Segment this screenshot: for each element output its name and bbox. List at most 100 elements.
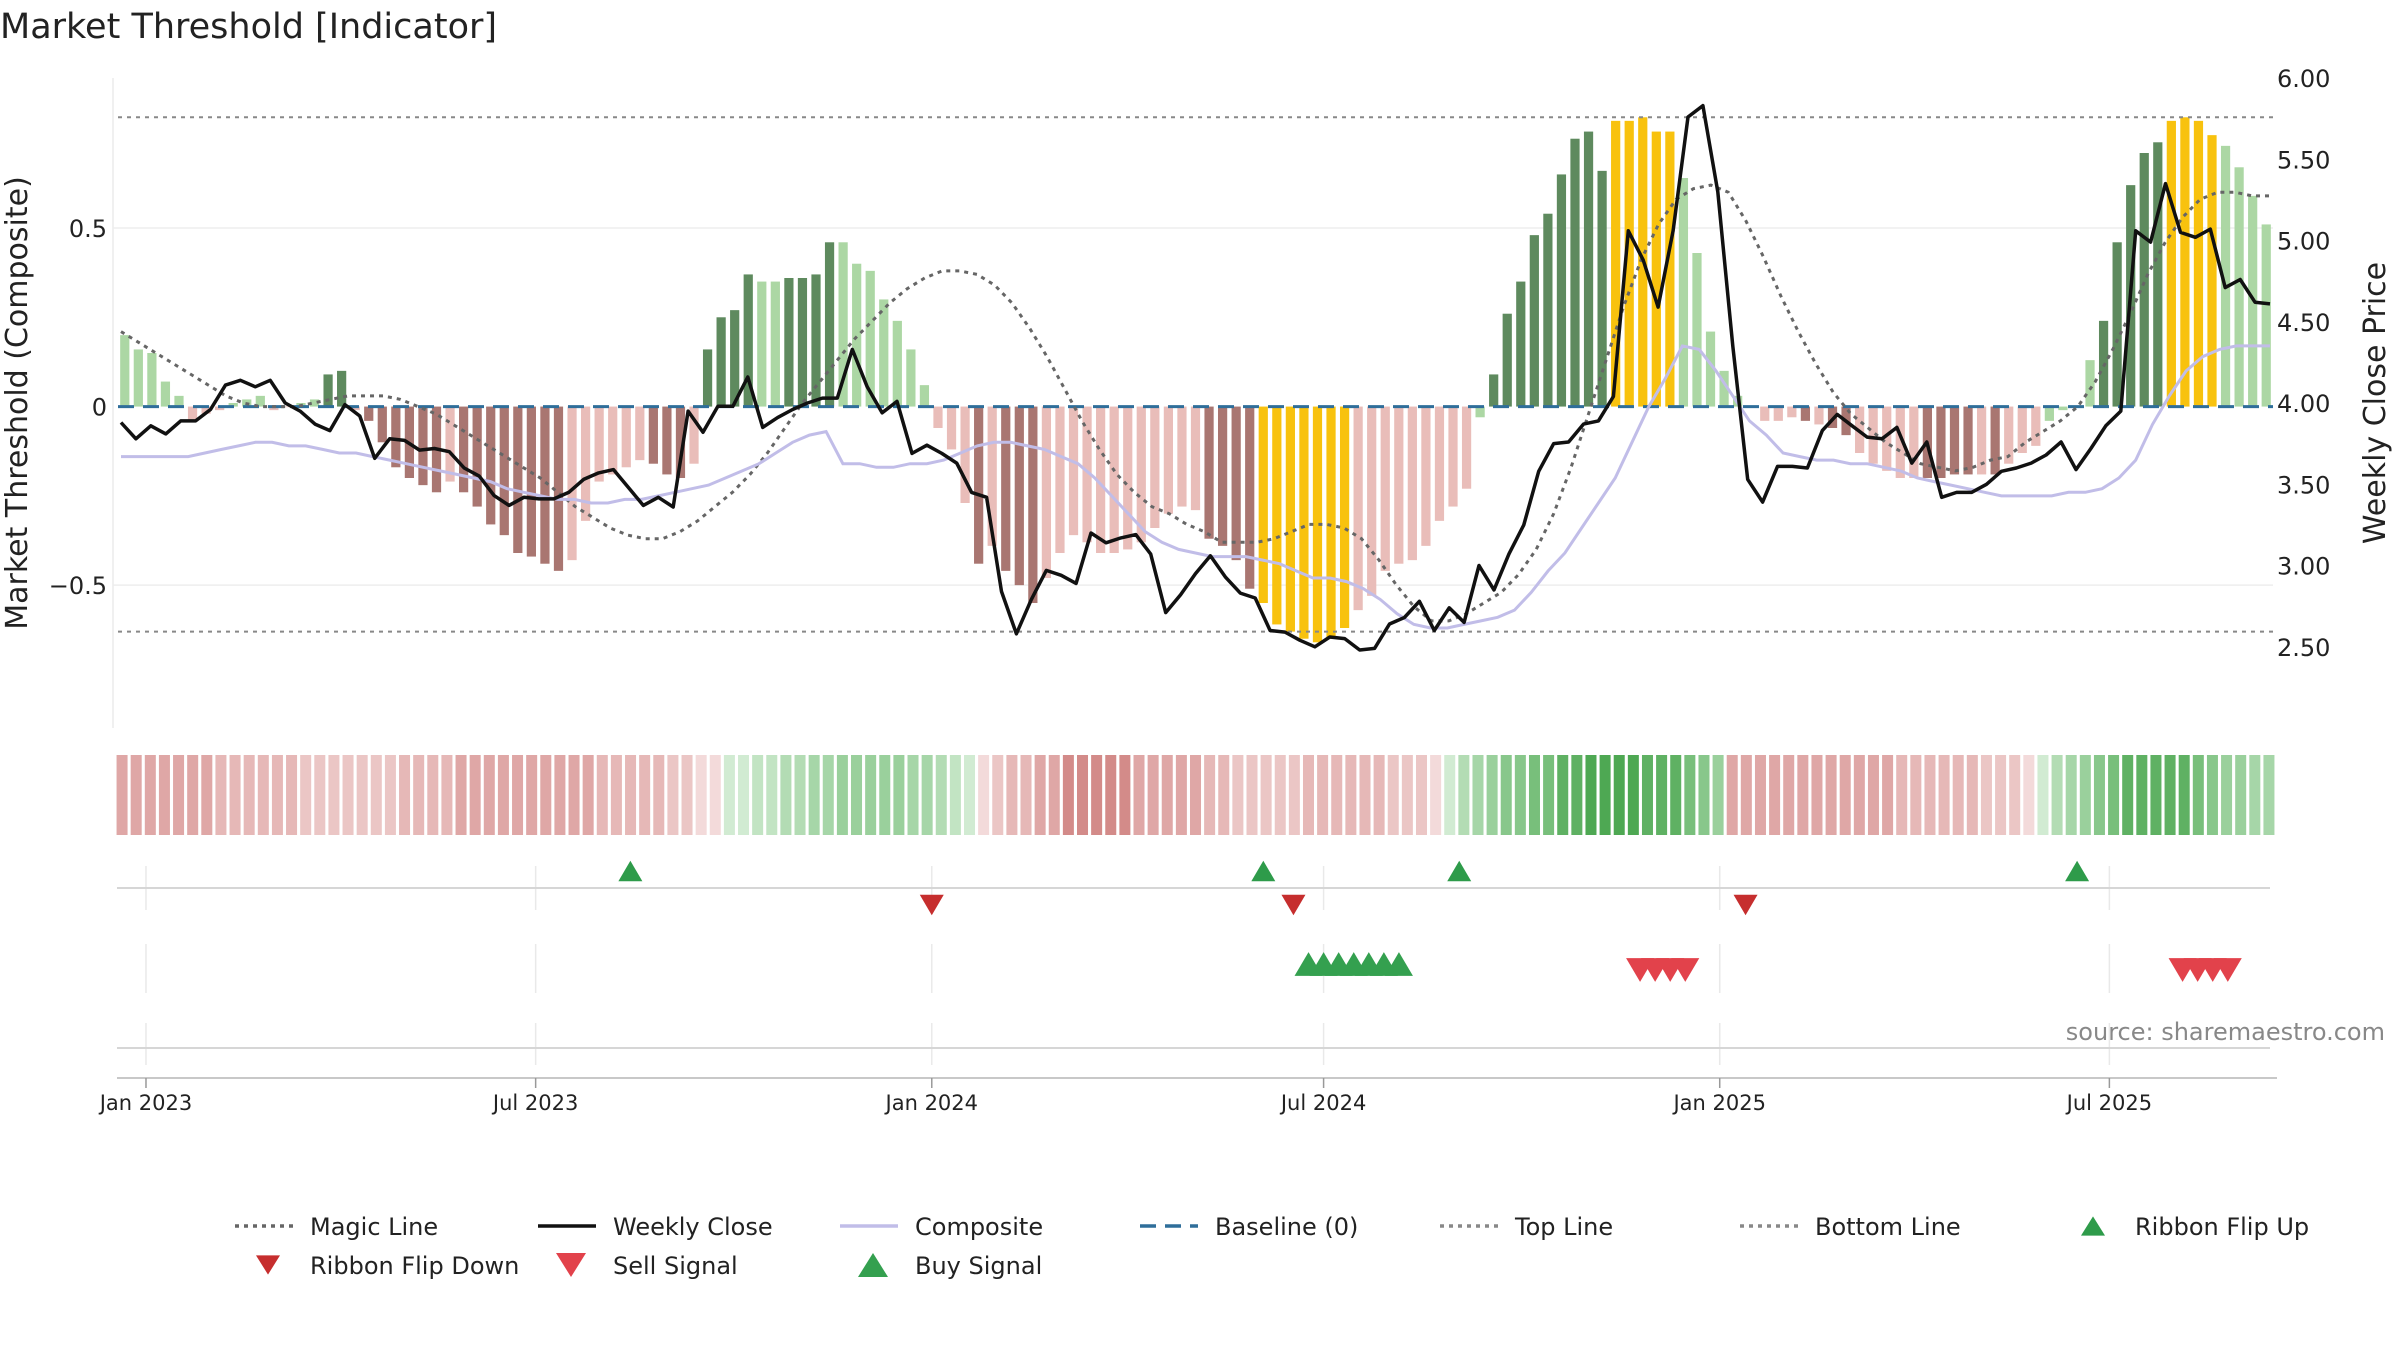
ribbon-segment <box>1726 755 1738 835</box>
ribbon-segment <box>2079 755 2091 835</box>
composite-bar <box>1123 406 1133 550</box>
ribbon-segment <box>1839 755 1851 835</box>
ribbon-segment <box>1288 755 1300 835</box>
composite-bar <box>1150 406 1160 528</box>
legend-item: Top Line <box>1440 1213 1613 1241</box>
ribbon-segment <box>1317 755 1329 835</box>
composite-bar <box>418 406 428 486</box>
composite-bar <box>1895 406 1905 478</box>
ribbon-segment <box>1740 755 1752 835</box>
composite-bar <box>337 370 347 407</box>
ribbon-segment <box>2192 755 2204 835</box>
composite-bar <box>2153 142 2163 407</box>
composite-bar <box>2044 406 2054 421</box>
composite-bar <box>174 395 184 407</box>
reference-lines <box>118 116 2273 633</box>
ribbon-segment <box>610 755 622 835</box>
composite-bar <box>892 320 902 407</box>
ribbon-segment <box>271 755 283 835</box>
left-y-axis-label: Market Threshold (Composite) <box>0 176 35 630</box>
composite-bar <box>1285 406 1295 632</box>
ribbon-segment <box>243 755 255 835</box>
ribbon-segment <box>2051 755 2063 835</box>
composite-bar <box>1068 406 1079 536</box>
legend-item: Ribbon Flip Down <box>256 1252 519 1280</box>
ribbon-segment <box>1882 755 1894 835</box>
ribbon-segment <box>2235 755 2247 835</box>
left-y-tick: 0 <box>92 394 107 422</box>
composite-bar <box>133 349 143 407</box>
ribbon-segment <box>935 755 947 835</box>
composite-bar <box>1190 406 1201 511</box>
composite-bar <box>1611 120 1621 407</box>
composite-bar <box>1245 406 1255 589</box>
composite-bar <box>1421 406 1431 546</box>
composite-bar <box>716 317 726 407</box>
composite-bar <box>1001 406 1011 571</box>
composite-bar <box>1543 213 1553 407</box>
ribbon-segment <box>1825 755 1837 835</box>
ribbon-segment <box>1514 755 1526 835</box>
ribbon-segment <box>1684 755 1696 835</box>
legend-item: Buy Signal <box>858 1252 1042 1280</box>
composite-bar <box>1258 406 1268 603</box>
composite-bar <box>1055 406 1065 553</box>
composite-bar <box>974 406 984 564</box>
composite-bar <box>1380 406 1390 571</box>
ribbon-segment <box>1430 755 1442 835</box>
ribbon-segment <box>1924 755 1936 835</box>
ribbon-flip-up-marker <box>1447 860 1472 882</box>
composite-line <box>121 344 2270 630</box>
composite-bar <box>364 406 374 421</box>
composite-bar <box>1109 406 1119 553</box>
ribbon-segment <box>879 755 891 835</box>
ribbon-segment <box>1995 755 2007 835</box>
legend-label: Bottom Line <box>1815 1213 1961 1241</box>
composite-bar <box>757 281 767 407</box>
ribbon-flip-down-marker <box>919 894 944 916</box>
legend-label: Buy Signal <box>915 1252 1042 1280</box>
ribbon-segment <box>2023 755 2035 835</box>
composite-bar <box>580 406 591 521</box>
ribbon-segment <box>1980 755 1992 835</box>
composite-bar <box>1868 406 1878 464</box>
ribbon-segment <box>1204 755 1216 835</box>
legend: Magic Line Weekly Close Composite Baseline … <box>235 1213 2309 1280</box>
trend-ribbon <box>116 755 2275 835</box>
composite-bar <box>1760 406 1770 421</box>
composite-bar <box>472 406 482 507</box>
composite-bars <box>120 117 2271 643</box>
composite-bar <box>1353 406 1363 611</box>
ribbon-segment <box>2178 755 2190 835</box>
ribbon-segment <box>483 755 495 835</box>
composite-bar <box>2112 242 2122 407</box>
ribbon-segment <box>1613 755 1625 835</box>
composite-bar <box>1705 331 1716 407</box>
composite-bar <box>1936 406 1946 478</box>
composite-bar <box>1082 406 1092 543</box>
ribbon-segment <box>1500 755 1512 835</box>
composite-bar <box>350 406 360 411</box>
ribbon-segment <box>596 755 608 835</box>
composite-bar <box>1407 406 1417 561</box>
composite-bar <box>499 406 509 536</box>
ribbon-segment <box>1091 755 1103 835</box>
ribbon-segment <box>328 755 340 835</box>
ribbon-segment <box>469 755 481 835</box>
ribbon-segment <box>130 755 142 835</box>
composite-bar <box>824 242 835 407</box>
composite-bar <box>1665 131 1675 407</box>
composite-bar <box>621 406 631 468</box>
left-y-ticks: 0.5 0 −0.5 <box>49 215 107 600</box>
composite-bar <box>1177 406 1187 507</box>
composite-bar <box>567 406 577 561</box>
composite-bar <box>282 406 293 408</box>
ribbon-segment <box>1105 755 1117 835</box>
ribbon-segment <box>399 755 411 835</box>
composite-bar <box>743 274 753 407</box>
composite-bar <box>919 385 930 407</box>
composite-bar <box>1990 406 2000 475</box>
right-y-axis-label: Weekly Close Price <box>2358 262 2393 544</box>
ribbon-segment <box>1260 755 1272 835</box>
ribbon-flip-down-marker <box>1281 894 1306 916</box>
